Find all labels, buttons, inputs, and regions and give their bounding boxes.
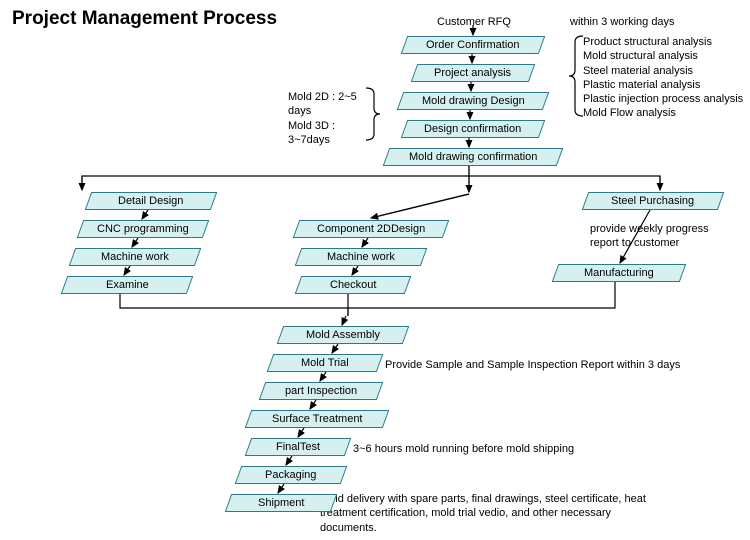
flow-node-label: Manufacturing xyxy=(584,267,654,279)
flow-node-label: Checkout xyxy=(330,279,376,291)
connector xyxy=(82,166,469,188)
flow-node-pack: Packaging xyxy=(235,466,348,484)
note-line: Product structural analysis xyxy=(583,35,743,49)
flow-node-label: part Inspection xyxy=(285,385,357,397)
flow-node-ship: Shipment xyxy=(225,494,338,512)
flow-node-label: Surface Treatment xyxy=(272,413,363,425)
note-weekly-report: provide weekly progressreport to custome… xyxy=(590,222,709,251)
flow-node-label: Design confirmation xyxy=(424,123,521,135)
arrow xyxy=(298,428,304,437)
flow-node-order: Order Confirmation xyxy=(401,36,546,54)
flow-node-checkout: Checkout xyxy=(295,276,412,294)
note-timing: within 3 working days xyxy=(570,15,675,29)
flow-node-label: Component 2DDesign xyxy=(317,223,425,235)
note-line: report to customer xyxy=(590,236,709,250)
connector-arrowhead xyxy=(371,194,469,218)
bracket xyxy=(366,88,380,140)
note-sample: Provide Sample and Sample Inspection Rep… xyxy=(385,358,680,372)
arrow xyxy=(362,238,368,247)
flow-node-mold_conf: Mold drawing confirmation xyxy=(383,148,564,166)
arrow xyxy=(142,210,148,219)
note-analysis-list: Product structural analysisMold structur… xyxy=(583,35,743,121)
flow-node-label: Mold Trial xyxy=(301,357,349,369)
flow-node-mold_draw: Mold drawing Design xyxy=(397,92,550,110)
flow-node-exam: Examine xyxy=(61,276,194,294)
note-line: Steel material analysis xyxy=(583,64,743,78)
note-line: Mold 3D : xyxy=(288,119,357,133)
flow-node-mach1: Machine work xyxy=(69,248,202,266)
note-line: Plastic injection process analysis xyxy=(583,92,743,106)
flow-node-label: FinalTest xyxy=(276,441,320,453)
note-line: treatment certification, mold trial vedi… xyxy=(320,506,646,520)
flow-node-label: Examine xyxy=(106,279,149,291)
connector xyxy=(120,294,348,316)
arrow xyxy=(124,266,130,275)
note-line: 3~7days xyxy=(288,133,357,147)
flow-node-comp2d: Component 2DDesign xyxy=(293,220,450,238)
note-line: documents. xyxy=(320,521,646,535)
flow-node-steel: Steel Purchasing xyxy=(582,192,725,210)
bracket xyxy=(569,36,583,116)
arrow xyxy=(352,266,358,275)
flow-node-proj_analysis: Project analysis xyxy=(411,64,536,82)
flow-node-trial: Mold Trial xyxy=(267,354,384,372)
flow-node-surface: Surface Treatment xyxy=(245,410,390,428)
note-line: Plastic material analysis xyxy=(583,78,743,92)
note-line: Mold structural analysis xyxy=(583,49,743,63)
page-title: Project Management Process xyxy=(12,8,277,30)
arrow xyxy=(342,316,346,325)
note-line: Mold delivery with spare parts, final dr… xyxy=(320,492,646,506)
note-line: Mold Flow analysis xyxy=(583,106,743,120)
flow-node-label: Order Confirmation xyxy=(426,39,520,51)
note-customer-rfq: Customer RFQ xyxy=(437,15,511,29)
flow-node-inspect: part Inspection xyxy=(259,382,384,400)
flow-node-label: Mold drawing Design xyxy=(422,95,525,107)
flow-node-detail: Detail Design xyxy=(85,192,218,210)
flow-node-final: FinalTest xyxy=(245,438,352,456)
flow-node-assembly: Mold Assembly xyxy=(277,326,410,344)
flow-node-label: Steel Purchasing xyxy=(611,195,694,207)
flow-node-label: Mold Assembly xyxy=(306,329,380,341)
flow-node-label: Machine work xyxy=(327,251,395,263)
note-final-test: 3~6 hours mold running before mold shipp… xyxy=(353,442,574,456)
arrow xyxy=(286,456,292,465)
flow-node-label: Detail Design xyxy=(118,195,183,207)
connector xyxy=(371,194,469,218)
flow-node-label: Packaging xyxy=(265,469,316,481)
note-line: provide weekly progress xyxy=(590,222,709,236)
flow-node-cnc: CNC programming xyxy=(77,220,210,238)
arrow xyxy=(132,238,138,247)
flow-node-label: CNC programming xyxy=(97,223,189,235)
flow-node-manuf: Manufacturing xyxy=(552,264,687,282)
flow-node-label: Shipment xyxy=(258,497,304,509)
flow-node-mach2: Machine work xyxy=(295,248,428,266)
note-line: Mold 2D : 2~5 xyxy=(288,90,357,104)
note-mold-days: Mold 2D : 2~5daysMold 3D :3~7days xyxy=(288,90,357,147)
arrow xyxy=(278,484,284,493)
flow-node-label: Project analysis xyxy=(434,67,511,79)
connector xyxy=(469,166,660,188)
flow-node-label: Mold drawing confirmation xyxy=(409,151,537,163)
note-shipment: Mold delivery with spare parts, final dr… xyxy=(320,492,646,535)
arrow xyxy=(320,372,326,381)
flow-node-design_conf: Design confirmation xyxy=(401,120,546,138)
flow-node-label: Machine work xyxy=(101,251,169,263)
note-line: days xyxy=(288,104,357,118)
arrow xyxy=(332,344,338,353)
arrow xyxy=(310,400,316,409)
